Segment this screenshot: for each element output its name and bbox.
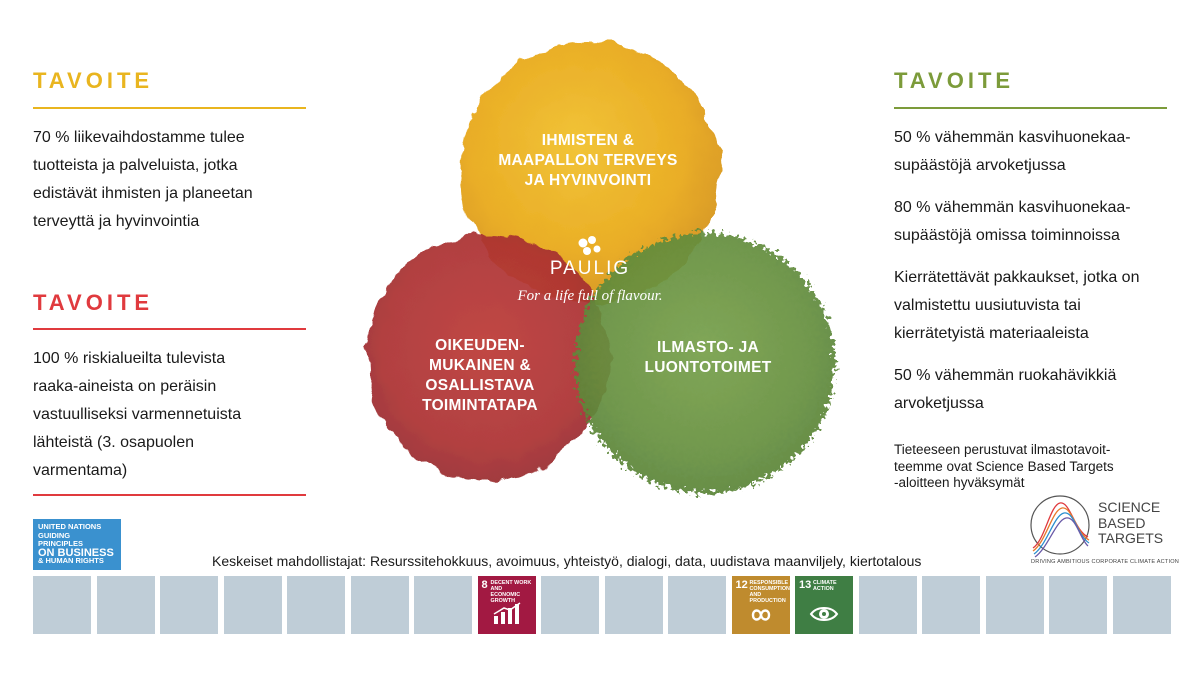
circle-label-line: MUKAINEN & bbox=[428, 357, 532, 374]
goal-line: tuotteista ja palveluista, jotka bbox=[33, 157, 238, 174]
sdg-goal-name: RESPONSIBLE CONSUMPTION AND PRODUCTION bbox=[749, 580, 790, 604]
brand-tagline: For a life full of flavour. bbox=[517, 288, 663, 304]
un-guiding-principles-badge: UNITED NATIONS GUIDING PRINCIPLES ON BUS… bbox=[33, 519, 121, 570]
sdg-goal-name: CLIMATE ACTION bbox=[813, 580, 837, 592]
circle-label-fairness: OIKEUDEN- MUKAINEN & OSALLISTAVA TOIMINT… bbox=[390, 336, 570, 416]
sdg-placeholder-tile bbox=[287, 576, 345, 634]
sdg-placeholder-tile bbox=[922, 576, 980, 634]
goal-line: lähteistä (3. osapuolen bbox=[33, 434, 194, 451]
goal-text-fairness: 100 % riskialueilta tulevista raaka-aine… bbox=[33, 345, 313, 485]
sdg-goal-name: DECENT WORK AND ECONOMIC GROWTH bbox=[490, 580, 532, 604]
goal-divider-health bbox=[33, 107, 306, 109]
circle-label-climate: ILMASTO- JA LUONTOTOIMET bbox=[618, 338, 798, 378]
goal-title-fairness: TAVOITE bbox=[33, 290, 154, 315]
enablers-text: Keskeiset mahdollistajat: Resurssitehokk… bbox=[212, 553, 922, 569]
sdg-placeholder-tile bbox=[1112, 576, 1171, 634]
sdg-placeholder-tile bbox=[1049, 576, 1107, 634]
circle-label-line: MAAPALLON TERVEYS bbox=[498, 152, 678, 169]
circle-label-health: IHMISTEN & MAAPALLON TERVEYS JA HYVINVOI… bbox=[478, 131, 698, 191]
goal-divider-bottom bbox=[33, 494, 306, 496]
goal-line: vastuulliseksi varmennetuista bbox=[33, 406, 242, 423]
paulig-logo-icon bbox=[578, 236, 601, 255]
sdg-goal-12: 12 RESPONSIBLE CONSUMPTION AND PRODUCTION bbox=[731, 576, 790, 634]
green-circle bbox=[575, 233, 835, 493]
sdg-placeholder-tile bbox=[541, 576, 599, 634]
sdg-placeholder-tile bbox=[33, 576, 91, 634]
goal-line: terveyttä ja hyvinvointia bbox=[33, 213, 200, 230]
sbt-note-line: Tieteeseen perustuvat ilmastotavoit- bbox=[894, 442, 1111, 457]
sdg-goal-13: 13 CLIMATE ACTION bbox=[795, 576, 853, 634]
goal-line: 50 % vähemmän kasvihuonekaa- bbox=[894, 129, 1131, 146]
sdg-placeholder-tile bbox=[858, 576, 917, 634]
goal-line: kierrätetyistä materiaaleista bbox=[894, 325, 1089, 342]
sbt-logo-text: SCIENCE BASED TARGETS bbox=[1098, 499, 1164, 547]
sdg-placeholder-tile bbox=[985, 576, 1044, 634]
red-circle bbox=[365, 235, 609, 479]
goal-line: 70 % liikevaihdostamme tulee bbox=[33, 129, 245, 146]
goal-line: 50 % vähemmän ruokahävikkiä bbox=[894, 367, 1117, 384]
circle-label-line: OSALLISTAVA bbox=[425, 377, 535, 394]
un-badge-line: ON BUSINESS bbox=[38, 546, 114, 559]
goal-text-health: 70 % liikevaihdostamme tulee tuotteista … bbox=[33, 124, 313, 236]
un-badge-line: UNITED NATIONS bbox=[38, 522, 102, 531]
goal-line: Kierrätettävät pakkaukset, jotka on bbox=[894, 269, 1140, 286]
sdg-placeholder-tile bbox=[96, 576, 155, 634]
un-badge-line: GUIDING PRINCIPLES bbox=[38, 530, 84, 549]
growth-chart-icon bbox=[478, 602, 536, 629]
sbt-tagline: DRIVING AMBITIOUS CORPORATE CLIMATE ACTI… bbox=[1031, 559, 1180, 565]
sdg-placeholder-tile bbox=[223, 576, 282, 634]
sbt-logo-line: BASED bbox=[1098, 514, 1146, 531]
sbt-logo-line: TARGETS bbox=[1098, 530, 1164, 546]
goal-line: raaka-aineista on peräisin bbox=[33, 378, 217, 395]
sbt-note-line: teemme ovat Science Based Targets bbox=[894, 458, 1114, 474]
goal-line: varmentama) bbox=[33, 462, 128, 479]
circle-label-line: IHMISTEN & bbox=[541, 132, 635, 149]
goal-line: arvoketjussa bbox=[894, 395, 984, 412]
goal-line: valmistettu uusiutuvista tai bbox=[894, 297, 1081, 314]
sdg-placeholder-tile bbox=[160, 576, 218, 634]
goal-divider-climate bbox=[894, 107, 1167, 109]
sbt-note: Tieteeseen perustuvat ilmastotavoit- tee… bbox=[894, 442, 1184, 492]
goal-divider-fairness bbox=[33, 328, 306, 330]
sbt-logo-line: SCIENCE bbox=[1098, 499, 1161, 515]
goal-title-climate: TAVOITE bbox=[894, 68, 1015, 93]
goal-line: supäästöjä arvoketjussa bbox=[894, 157, 1066, 174]
goal-line: 80 % vähemmän kasvihuonekaa- bbox=[894, 199, 1131, 216]
un-badge-line: & HUMAN RIGHTS bbox=[38, 556, 104, 566]
sdg-placeholder-tile bbox=[604, 576, 663, 634]
sdg-goal-number: 13 bbox=[799, 579, 812, 591]
goal-line: edistävät ihmisten ja planeetan bbox=[33, 185, 253, 202]
goal-title-health: TAVOITE bbox=[33, 68, 154, 93]
circle-label-line: JA HYVINVOINTI bbox=[524, 172, 652, 189]
sdg-placeholder-tile bbox=[350, 576, 409, 634]
sdg-placeholder-tile bbox=[668, 576, 726, 634]
sbt-note-line: -aloitteen hyväksymät bbox=[894, 475, 1025, 490]
goal-line: 100 % riskialueilta tulevista bbox=[33, 350, 226, 367]
sdg-placeholder-tile bbox=[414, 576, 472, 634]
circle-label-line: TOIMINTATAPA bbox=[422, 397, 538, 414]
goal-line: supäästöjä omissa toiminnoissa bbox=[894, 227, 1120, 244]
circle-label-line: LUONTOTOIMET bbox=[644, 359, 772, 376]
sdg-goal-8: 8 DECENT WORK AND ECONOMIC GROWTH bbox=[477, 576, 536, 634]
eye-globe-icon bbox=[795, 604, 853, 629]
yellow-circle bbox=[460, 42, 720, 302]
sdg-goal-number: 8 bbox=[481, 579, 488, 591]
goal-text-climate: 50 % vähemmän kasvihuonekaa- supäästöjä … bbox=[894, 124, 1184, 418]
sdg-goal-number: 12 bbox=[735, 579, 748, 591]
infinity-icon bbox=[732, 606, 790, 629]
brand-name: PAULIG bbox=[549, 258, 631, 279]
circle-label-line: OIKEUDEN- bbox=[435, 337, 525, 354]
circle-label-line: ILMASTO- JA bbox=[656, 339, 760, 356]
sbt-logo-icon bbox=[1030, 495, 1090, 558]
